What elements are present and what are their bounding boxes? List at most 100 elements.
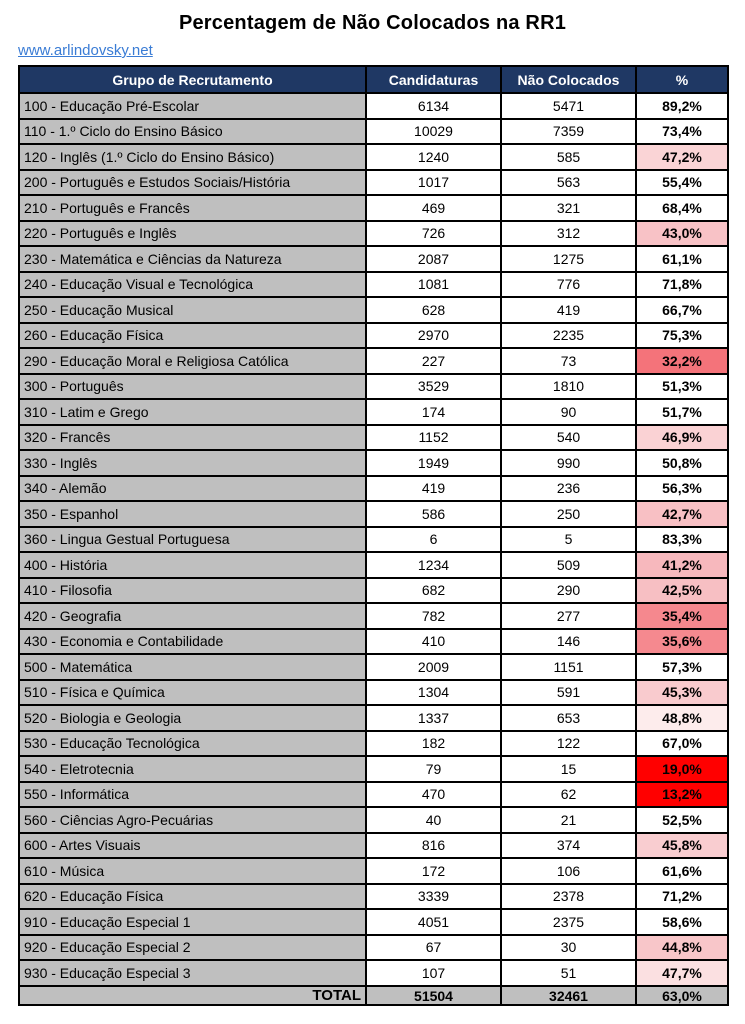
table-row: 610 - Música 172 106 61,6% xyxy=(18,857,729,885)
nao-colocados-cell: 146 xyxy=(500,627,637,655)
nao-colocados-cell: 250 xyxy=(500,500,637,528)
header-grupo-de-recrutamento: Grupo de Recrutamento xyxy=(18,65,367,94)
group-cell: 910 - Educação Especial 1 xyxy=(18,908,367,936)
candidaturas-cell: 4051 xyxy=(365,908,502,936)
table-row: 100 - Educação Pré-Escolar 6134 5471 89,… xyxy=(18,92,729,120)
nao-colocados-cell: 312 xyxy=(500,219,637,247)
group-cell: 120 - Inglês (1.º Ciclo do Ensino Básico… xyxy=(18,143,367,171)
nao-colocados-cell: 653 xyxy=(500,704,637,732)
group-cell: 250 - Educação Musical xyxy=(18,296,367,324)
nao-colocados-cell: 2378 xyxy=(500,882,637,910)
table-row: 410 - Filosofia 682 290 42,5% xyxy=(18,576,729,604)
table-body: 100 - Educação Pré-Escolar 6134 5471 89,… xyxy=(18,92,729,987)
group-cell: 200 - Português e Estudos Sociais/Histór… xyxy=(18,168,367,196)
candidaturas-cell: 40 xyxy=(365,806,502,834)
percent-cell: 68,4% xyxy=(635,194,729,222)
table-row: 250 - Educação Musical 628 419 66,7% xyxy=(18,296,729,324)
candidaturas-cell: 410 xyxy=(365,627,502,655)
candidaturas-cell: 470 xyxy=(365,780,502,808)
percent-cell: 58,6% xyxy=(635,908,729,936)
group-cell: 550 - Informática xyxy=(18,780,367,808)
nao-colocados-cell: 1810 xyxy=(500,372,637,400)
candidaturas-cell: 2970 xyxy=(365,321,502,349)
candidaturas-cell: 726 xyxy=(365,219,502,247)
percent-cell: 47,7% xyxy=(635,959,729,987)
candidaturas-cell: 419 xyxy=(365,474,502,502)
group-cell: 610 - Música xyxy=(18,857,367,885)
percent-cell: 75,3% xyxy=(635,321,729,349)
header-nao-colocados: Não Colocados xyxy=(500,65,637,94)
nao-colocados-cell: 509 xyxy=(500,551,637,579)
group-cell: 560 - Ciências Agro-Pecuárias xyxy=(18,806,367,834)
table-row: 350 - Espanhol 586 250 42,7% xyxy=(18,500,729,528)
percent-cell: 46,9% xyxy=(635,423,729,451)
percent-cell: 45,8% xyxy=(635,831,729,859)
header-candidaturas: Candidaturas xyxy=(365,65,502,94)
nao-colocados-cell: 591 xyxy=(500,678,637,706)
candidaturas-cell: 2087 xyxy=(365,245,502,273)
nao-colocados-cell: 5471 xyxy=(500,92,637,120)
nao-colocados-cell: 236 xyxy=(500,474,637,502)
nao-colocados-cell: 73 xyxy=(500,347,637,375)
nao-colocados-cell: 62 xyxy=(500,780,637,808)
nao-colocados-cell: 563 xyxy=(500,168,637,196)
percent-cell: 67,0% xyxy=(635,729,729,757)
percent-cell: 44,8% xyxy=(635,933,729,961)
table-row: 510 - Física e Química 1304 591 45,3% xyxy=(18,678,729,706)
group-cell: 220 - Português e Inglês xyxy=(18,219,367,247)
site-link[interactable]: www.arlindovsky.net xyxy=(18,42,153,59)
nao-colocados-cell: 5 xyxy=(500,525,637,553)
nao-colocados-cell: 51 xyxy=(500,959,637,987)
table-row: 240 - Educação Visual e Tecnológica 1081… xyxy=(18,270,729,298)
table-row: 910 - Educação Especial 1 4051 2375 58,6… xyxy=(18,908,729,936)
candidaturas-cell: 67 xyxy=(365,933,502,961)
group-cell: 500 - Matemática xyxy=(18,653,367,681)
nao-colocados-cell: 2375 xyxy=(500,908,637,936)
nao-colocados-cell: 106 xyxy=(500,857,637,885)
percent-cell: 61,1% xyxy=(635,245,729,273)
percent-cell: 45,3% xyxy=(635,678,729,706)
nao-colocados-cell: 15 xyxy=(500,755,637,783)
candidaturas-cell: 1017 xyxy=(365,168,502,196)
table-row: 340 - Alemão 419 236 56,3% xyxy=(18,474,729,502)
nao-colocados-cell: 21 xyxy=(500,806,637,834)
nao-colocados-cell: 374 xyxy=(500,831,637,859)
header-percent: % xyxy=(635,65,729,94)
table-row: 930 - Educação Especial 3 107 51 47,7% xyxy=(18,959,729,987)
group-cell: 920 - Educação Especial 2 xyxy=(18,933,367,961)
percent-cell: 35,4% xyxy=(635,602,729,630)
percent-cell: 43,0% xyxy=(635,219,729,247)
group-cell: 320 - Francês xyxy=(18,423,367,451)
group-cell: 300 - Português xyxy=(18,372,367,400)
table-row: 120 - Inglês (1.º Ciclo do Ensino Básico… xyxy=(18,143,729,171)
group-cell: 100 - Educação Pré-Escolar xyxy=(18,92,367,120)
percent-cell: 71,8% xyxy=(635,270,729,298)
candidaturas-cell: 174 xyxy=(365,398,502,426)
nao-colocados-cell: 290 xyxy=(500,576,637,604)
table-row: 330 - Inglês 1949 990 50,8% xyxy=(18,449,729,477)
group-cell: 620 - Educação Física xyxy=(18,882,367,910)
total-candidaturas-cell: 51504 xyxy=(365,985,502,1006)
table-row: 620 - Educação Física 3339 2378 71,2% xyxy=(18,882,729,910)
candidaturas-cell: 1949 xyxy=(365,449,502,477)
percent-cell: 56,3% xyxy=(635,474,729,502)
percent-cell: 42,7% xyxy=(635,500,729,528)
percent-cell: 55,4% xyxy=(635,168,729,196)
table-row: 500 - Matemática 2009 1151 57,3% xyxy=(18,653,729,681)
percent-cell: 66,7% xyxy=(635,296,729,324)
candidaturas-cell: 3339 xyxy=(365,882,502,910)
table-row: 400 - História 1234 509 41,2% xyxy=(18,551,729,579)
candidaturas-cell: 1081 xyxy=(365,270,502,298)
table-row: 260 - Educação Física 2970 2235 75,3% xyxy=(18,321,729,349)
percent-cell: 47,2% xyxy=(635,143,729,171)
total-percent-cell: 63,0% xyxy=(635,985,729,1006)
candidaturas-cell: 182 xyxy=(365,729,502,757)
group-cell: 400 - História xyxy=(18,551,367,579)
table-row: 920 - Educação Especial 2 67 30 44,8% xyxy=(18,933,729,961)
group-cell: 240 - Educação Visual e Tecnológica xyxy=(18,270,367,298)
group-cell: 520 - Biologia e Geologia xyxy=(18,704,367,732)
nao-colocados-cell: 585 xyxy=(500,143,637,171)
candidaturas-cell: 628 xyxy=(365,296,502,324)
candidaturas-cell: 469 xyxy=(365,194,502,222)
percent-cell: 89,2% xyxy=(635,92,729,120)
